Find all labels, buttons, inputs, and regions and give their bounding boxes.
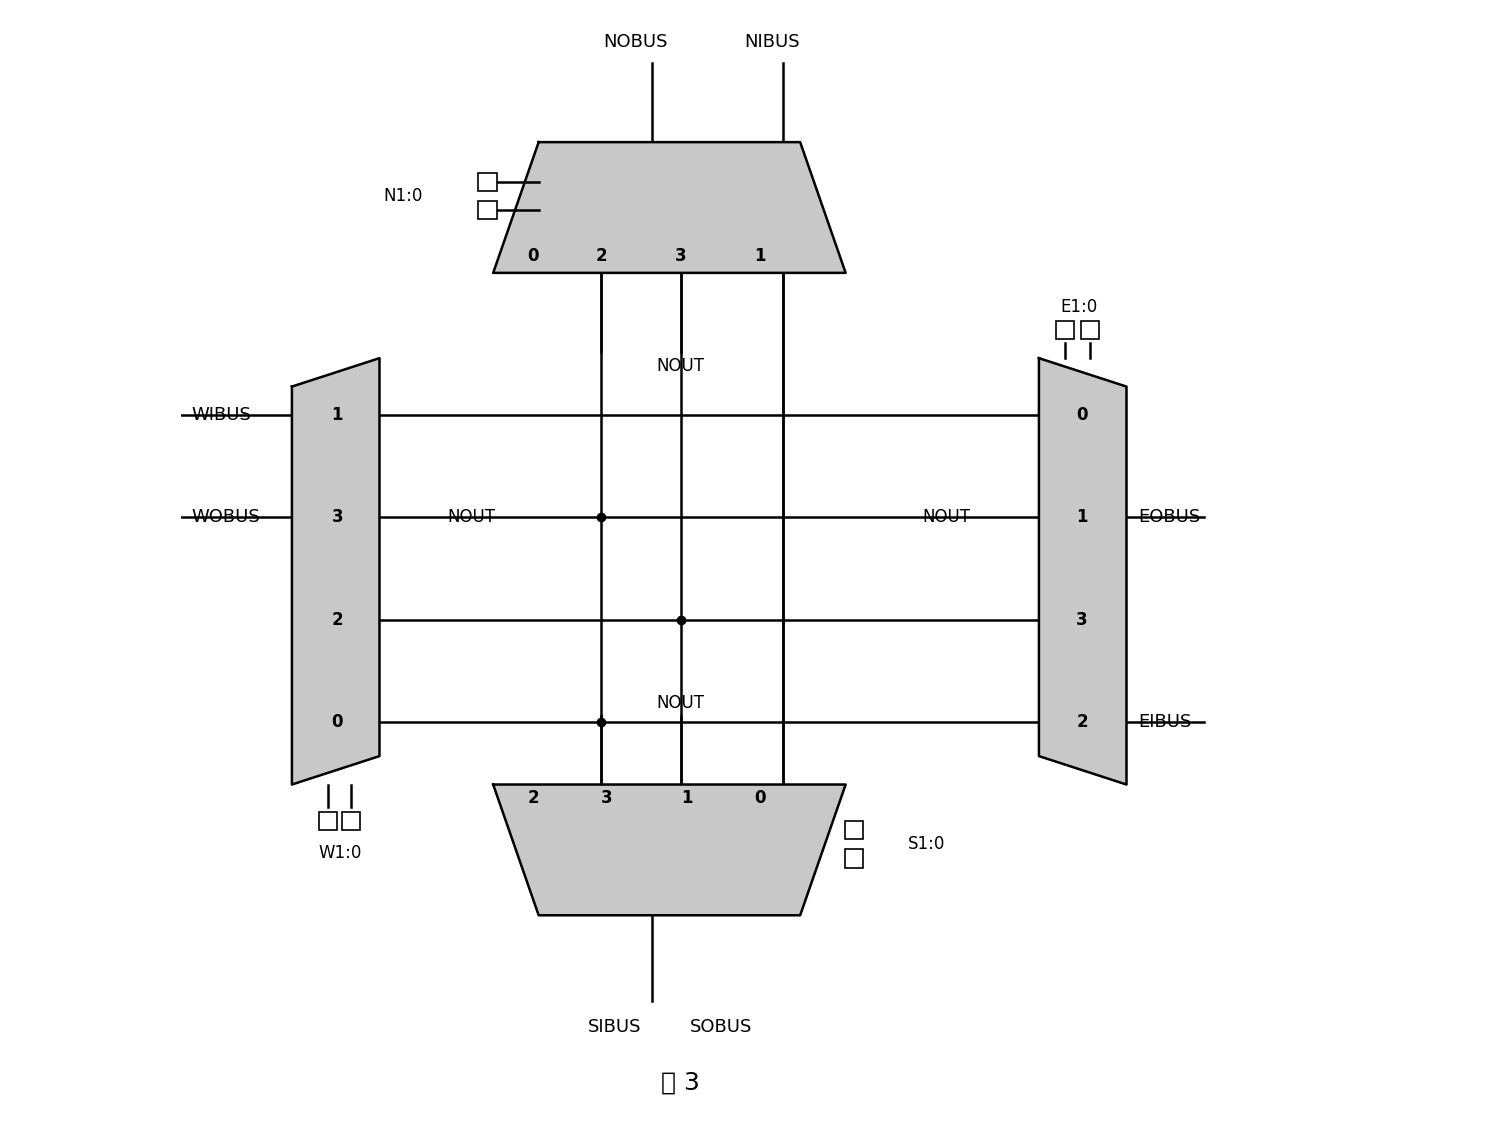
Text: WOBUS: WOBUS xyxy=(192,508,261,526)
Text: WIBUS: WIBUS xyxy=(192,406,252,424)
Text: NOUT: NOUT xyxy=(656,357,704,375)
Text: EOBUS: EOBUS xyxy=(1138,508,1200,526)
Bar xyxy=(319,812,337,830)
Text: S1:0: S1:0 xyxy=(908,835,945,853)
Text: 3: 3 xyxy=(601,789,613,807)
Text: NOBUS: NOBUS xyxy=(604,33,668,51)
Text: 0: 0 xyxy=(755,789,765,807)
Text: NOUT: NOUT xyxy=(923,508,971,526)
Text: 1: 1 xyxy=(680,789,692,807)
Text: 3: 3 xyxy=(676,247,686,265)
Bar xyxy=(845,821,863,839)
Bar xyxy=(845,849,863,868)
Bar xyxy=(1082,321,1100,339)
Bar xyxy=(1056,321,1074,339)
Text: 图 3: 图 3 xyxy=(661,1070,700,1095)
Text: NOUT: NOUT xyxy=(656,694,704,712)
Bar xyxy=(478,201,496,219)
Text: 1: 1 xyxy=(1077,508,1088,526)
Text: E1:0: E1:0 xyxy=(1061,298,1098,316)
Text: 1: 1 xyxy=(755,247,765,265)
Text: 3: 3 xyxy=(1077,611,1088,629)
Text: 1: 1 xyxy=(331,406,343,424)
Text: 2: 2 xyxy=(527,789,539,807)
Bar xyxy=(342,812,360,830)
Text: NOUT: NOUT xyxy=(448,508,496,526)
Polygon shape xyxy=(292,358,379,785)
Text: W1:0: W1:0 xyxy=(318,844,361,862)
Text: SIBUS: SIBUS xyxy=(589,1018,641,1036)
Text: 2: 2 xyxy=(595,247,607,265)
Text: 2: 2 xyxy=(331,611,343,629)
Text: NIBUS: NIBUS xyxy=(745,33,800,51)
Text: N1:0: N1:0 xyxy=(383,186,422,205)
Text: 0: 0 xyxy=(331,713,343,731)
Text: 0: 0 xyxy=(1077,406,1088,424)
Polygon shape xyxy=(493,142,846,273)
Text: EIBUS: EIBUS xyxy=(1138,713,1191,731)
Bar xyxy=(478,173,496,191)
Text: SOBUS: SOBUS xyxy=(689,1018,752,1036)
Text: 3: 3 xyxy=(331,508,343,526)
Text: 0: 0 xyxy=(527,247,539,265)
Polygon shape xyxy=(1040,358,1126,785)
Polygon shape xyxy=(493,785,846,915)
Text: 2: 2 xyxy=(1077,713,1088,731)
